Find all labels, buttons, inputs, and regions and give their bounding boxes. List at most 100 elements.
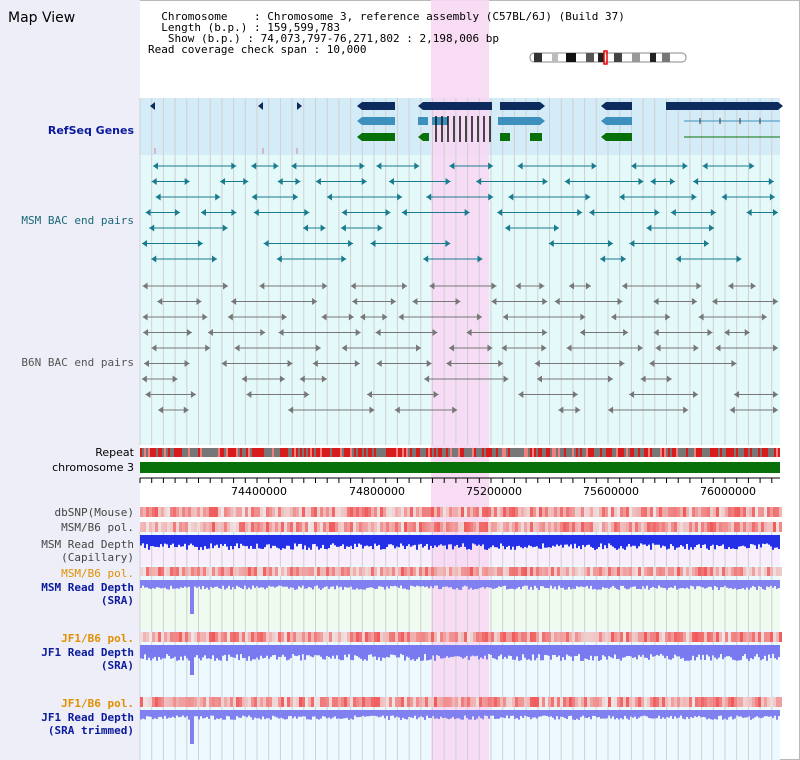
bac-pair bbox=[246, 391, 310, 398]
msm-pol-label-2: MSM/B6 pol. bbox=[61, 567, 134, 580]
bac-pair bbox=[502, 313, 586, 321]
bac-pair bbox=[497, 209, 583, 216]
chromosome-label: chromosome 3 bbox=[52, 461, 134, 474]
bac-pair bbox=[746, 209, 778, 216]
bac-pair bbox=[449, 162, 494, 170]
bac-pair bbox=[619, 193, 697, 201]
bac-pair bbox=[151, 255, 217, 263]
bac-pair bbox=[715, 344, 778, 352]
repeat-track[interactable] bbox=[140, 448, 780, 457]
bac-pair bbox=[650, 178, 675, 185]
bac-pair bbox=[640, 375, 672, 383]
jf1-pol-label-2: JF1/B6 pol. bbox=[61, 697, 134, 710]
bac-pair bbox=[276, 255, 347, 263]
bac-pair bbox=[608, 406, 689, 414]
b6n-bac-track[interactable] bbox=[141, 282, 778, 414]
chromosome-ideogram[interactable] bbox=[529, 50, 687, 65]
bac-pair bbox=[151, 178, 190, 185]
bac-pair bbox=[508, 193, 591, 201]
bac-pair bbox=[631, 162, 688, 170]
bac-pair bbox=[622, 282, 702, 290]
ruler-tick-label: 75600000 bbox=[583, 485, 639, 498]
bac-pair bbox=[231, 298, 318, 305]
bac-pair bbox=[341, 209, 391, 216]
jf1-depth-sra-sub: (SRA) bbox=[100, 659, 134, 672]
bac-pair bbox=[564, 178, 644, 185]
chromosome-bar[interactable] bbox=[140, 462, 780, 473]
bac-pair bbox=[423, 255, 483, 263]
bac-pair bbox=[569, 282, 591, 290]
bac-pair bbox=[675, 255, 742, 263]
bac-pair bbox=[152, 162, 237, 170]
bac-pair bbox=[142, 282, 229, 290]
bac-pair bbox=[548, 240, 614, 247]
heatmap-tracks[interactable] bbox=[140, 507, 782, 707]
bac-pair bbox=[554, 298, 623, 305]
read-depth-tracks[interactable] bbox=[140, 535, 780, 744]
bac-pair bbox=[220, 178, 249, 185]
bac-pair bbox=[158, 406, 189, 414]
bac-pair bbox=[253, 209, 310, 216]
bac-pair bbox=[729, 406, 778, 414]
msm-depth-sra-label: MSM Read Depth bbox=[41, 581, 134, 594]
refseq-label: RefSeq Genes bbox=[47, 124, 134, 137]
repeat-label: Repeat bbox=[95, 446, 134, 459]
bac-pair bbox=[303, 224, 326, 232]
bac-pair bbox=[589, 209, 660, 216]
bac-pair bbox=[227, 313, 287, 321]
bac-pair bbox=[566, 344, 643, 352]
bac-pair bbox=[145, 209, 180, 216]
info-line: Chromosome : Chromosome 3, reference ass… bbox=[148, 10, 625, 23]
bac-pair bbox=[360, 313, 388, 321]
bac-pair bbox=[653, 329, 713, 336]
jf1-depth-trimmed-label: JF1 Read Depth bbox=[41, 711, 134, 724]
bac-pair bbox=[646, 224, 715, 232]
bac-pair bbox=[517, 162, 597, 170]
b6n-bac-label: B6N BAC end pairs bbox=[21, 356, 134, 369]
bac-pair bbox=[505, 224, 559, 232]
msm-bac-label: MSM BAC end pairs bbox=[21, 214, 134, 227]
msm-depth-sra-sub: (SRA) bbox=[100, 594, 134, 607]
bac-pair bbox=[424, 375, 509, 383]
bac-pair bbox=[394, 406, 458, 414]
bac-pair bbox=[370, 240, 451, 247]
bac-pair bbox=[702, 162, 755, 170]
bac-pair bbox=[376, 162, 420, 170]
bac-pair bbox=[350, 282, 408, 290]
bac-pair bbox=[534, 360, 625, 367]
bac-pair bbox=[221, 360, 293, 367]
bac-pair bbox=[288, 406, 375, 414]
bac-pair bbox=[536, 375, 613, 383]
ruler-tick-label: 75200000 bbox=[466, 485, 522, 498]
bac-pair bbox=[142, 240, 203, 247]
bac-pair bbox=[367, 391, 439, 398]
bac-pair bbox=[518, 391, 578, 398]
bac-pair bbox=[278, 329, 361, 336]
bac-pair bbox=[326, 193, 403, 201]
bac-pair bbox=[291, 162, 365, 170]
bac-pair bbox=[491, 298, 548, 305]
refseq-gene-track[interactable] bbox=[150, 102, 783, 154]
bac-pair bbox=[629, 391, 699, 398]
bac-pair bbox=[426, 193, 494, 201]
bac-pair bbox=[429, 282, 497, 290]
info-line: Show (b.p.) : 74,073,797-76,271,802 : 2,… bbox=[148, 32, 499, 45]
bac-pair bbox=[143, 329, 192, 336]
bac-pair bbox=[412, 298, 461, 305]
bac-pair bbox=[259, 282, 328, 290]
msm-pol-label: MSM/B6 pol. bbox=[61, 521, 134, 534]
bac-pair bbox=[611, 313, 671, 321]
bac-pair bbox=[580, 329, 629, 336]
bac-pair bbox=[145, 391, 196, 398]
bac-pair bbox=[251, 193, 298, 201]
info-line: Length (b.p.) : 159,599,783 bbox=[148, 21, 341, 34]
info-line: Read coverage check span : 10,000 bbox=[148, 43, 367, 56]
msm-bac-track[interactable] bbox=[142, 162, 778, 263]
bac-pair bbox=[241, 375, 285, 383]
bac-pair bbox=[476, 178, 548, 185]
bac-pair bbox=[315, 178, 367, 185]
bac-pair bbox=[388, 178, 451, 185]
bac-pair bbox=[655, 344, 699, 352]
page-title: Map View bbox=[8, 10, 76, 26]
